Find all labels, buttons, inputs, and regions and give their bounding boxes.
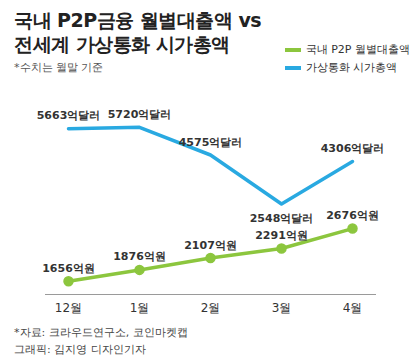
- svg-text:1월: 1월: [130, 301, 150, 315]
- html-text:국내 P2P 월별대출액: 국내 P2P 월별대출액: [305, 43, 410, 56]
- svg-text:1876억원: 1876억원: [113, 250, 166, 263]
- svg-text:5720억달러: 5720억달러: [108, 108, 172, 121]
- svg-text:3월: 3월: [272, 301, 292, 315]
- svg-text:12월: 12월: [55, 301, 82, 315]
- svg-text:5663억달러: 5663억달러: [37, 109, 101, 122]
- html-text:*수치는 월말 기준: *수치는 월말 기준: [14, 61, 104, 74]
- html-text:*자료: 크라우드연구소, 코인마켓캡: *자료: 크라우드연구소, 코인마켓캡: [14, 326, 188, 339]
- html-text:국내 P2P금융 월별대출액 vs 전세계 가상통화 시가총: 국내 P2P금융 월별대출액 vs 전세계 가상통화 시가총액: [14, 9, 262, 55]
- svg-text:2291억원: 2291억원: [255, 229, 308, 242]
- html-text:가상통화 시가총액: 가상통화 시가총액: [305, 61, 398, 74]
- svg-text:2107억원: 2107억원: [184, 238, 237, 251]
- svg-text:1656억원: 1656억원: [42, 262, 95, 275]
- svg-text:2548억달러: 2548억달러: [250, 212, 314, 225]
- svg-text:2676억원: 2676억원: [326, 209, 379, 222]
- svg-text:4306억달러: 4306억달러: [321, 142, 385, 155]
- svg-text:2월: 2월: [201, 301, 221, 315]
- svg-text:4월: 4월: [343, 301, 363, 315]
- html-text:그래픽: 김지영 디자인기자: 그래픽: 김지영 디자인기자: [14, 343, 146, 356]
- svg-text:4575억달러: 4575억달러: [179, 136, 243, 149]
